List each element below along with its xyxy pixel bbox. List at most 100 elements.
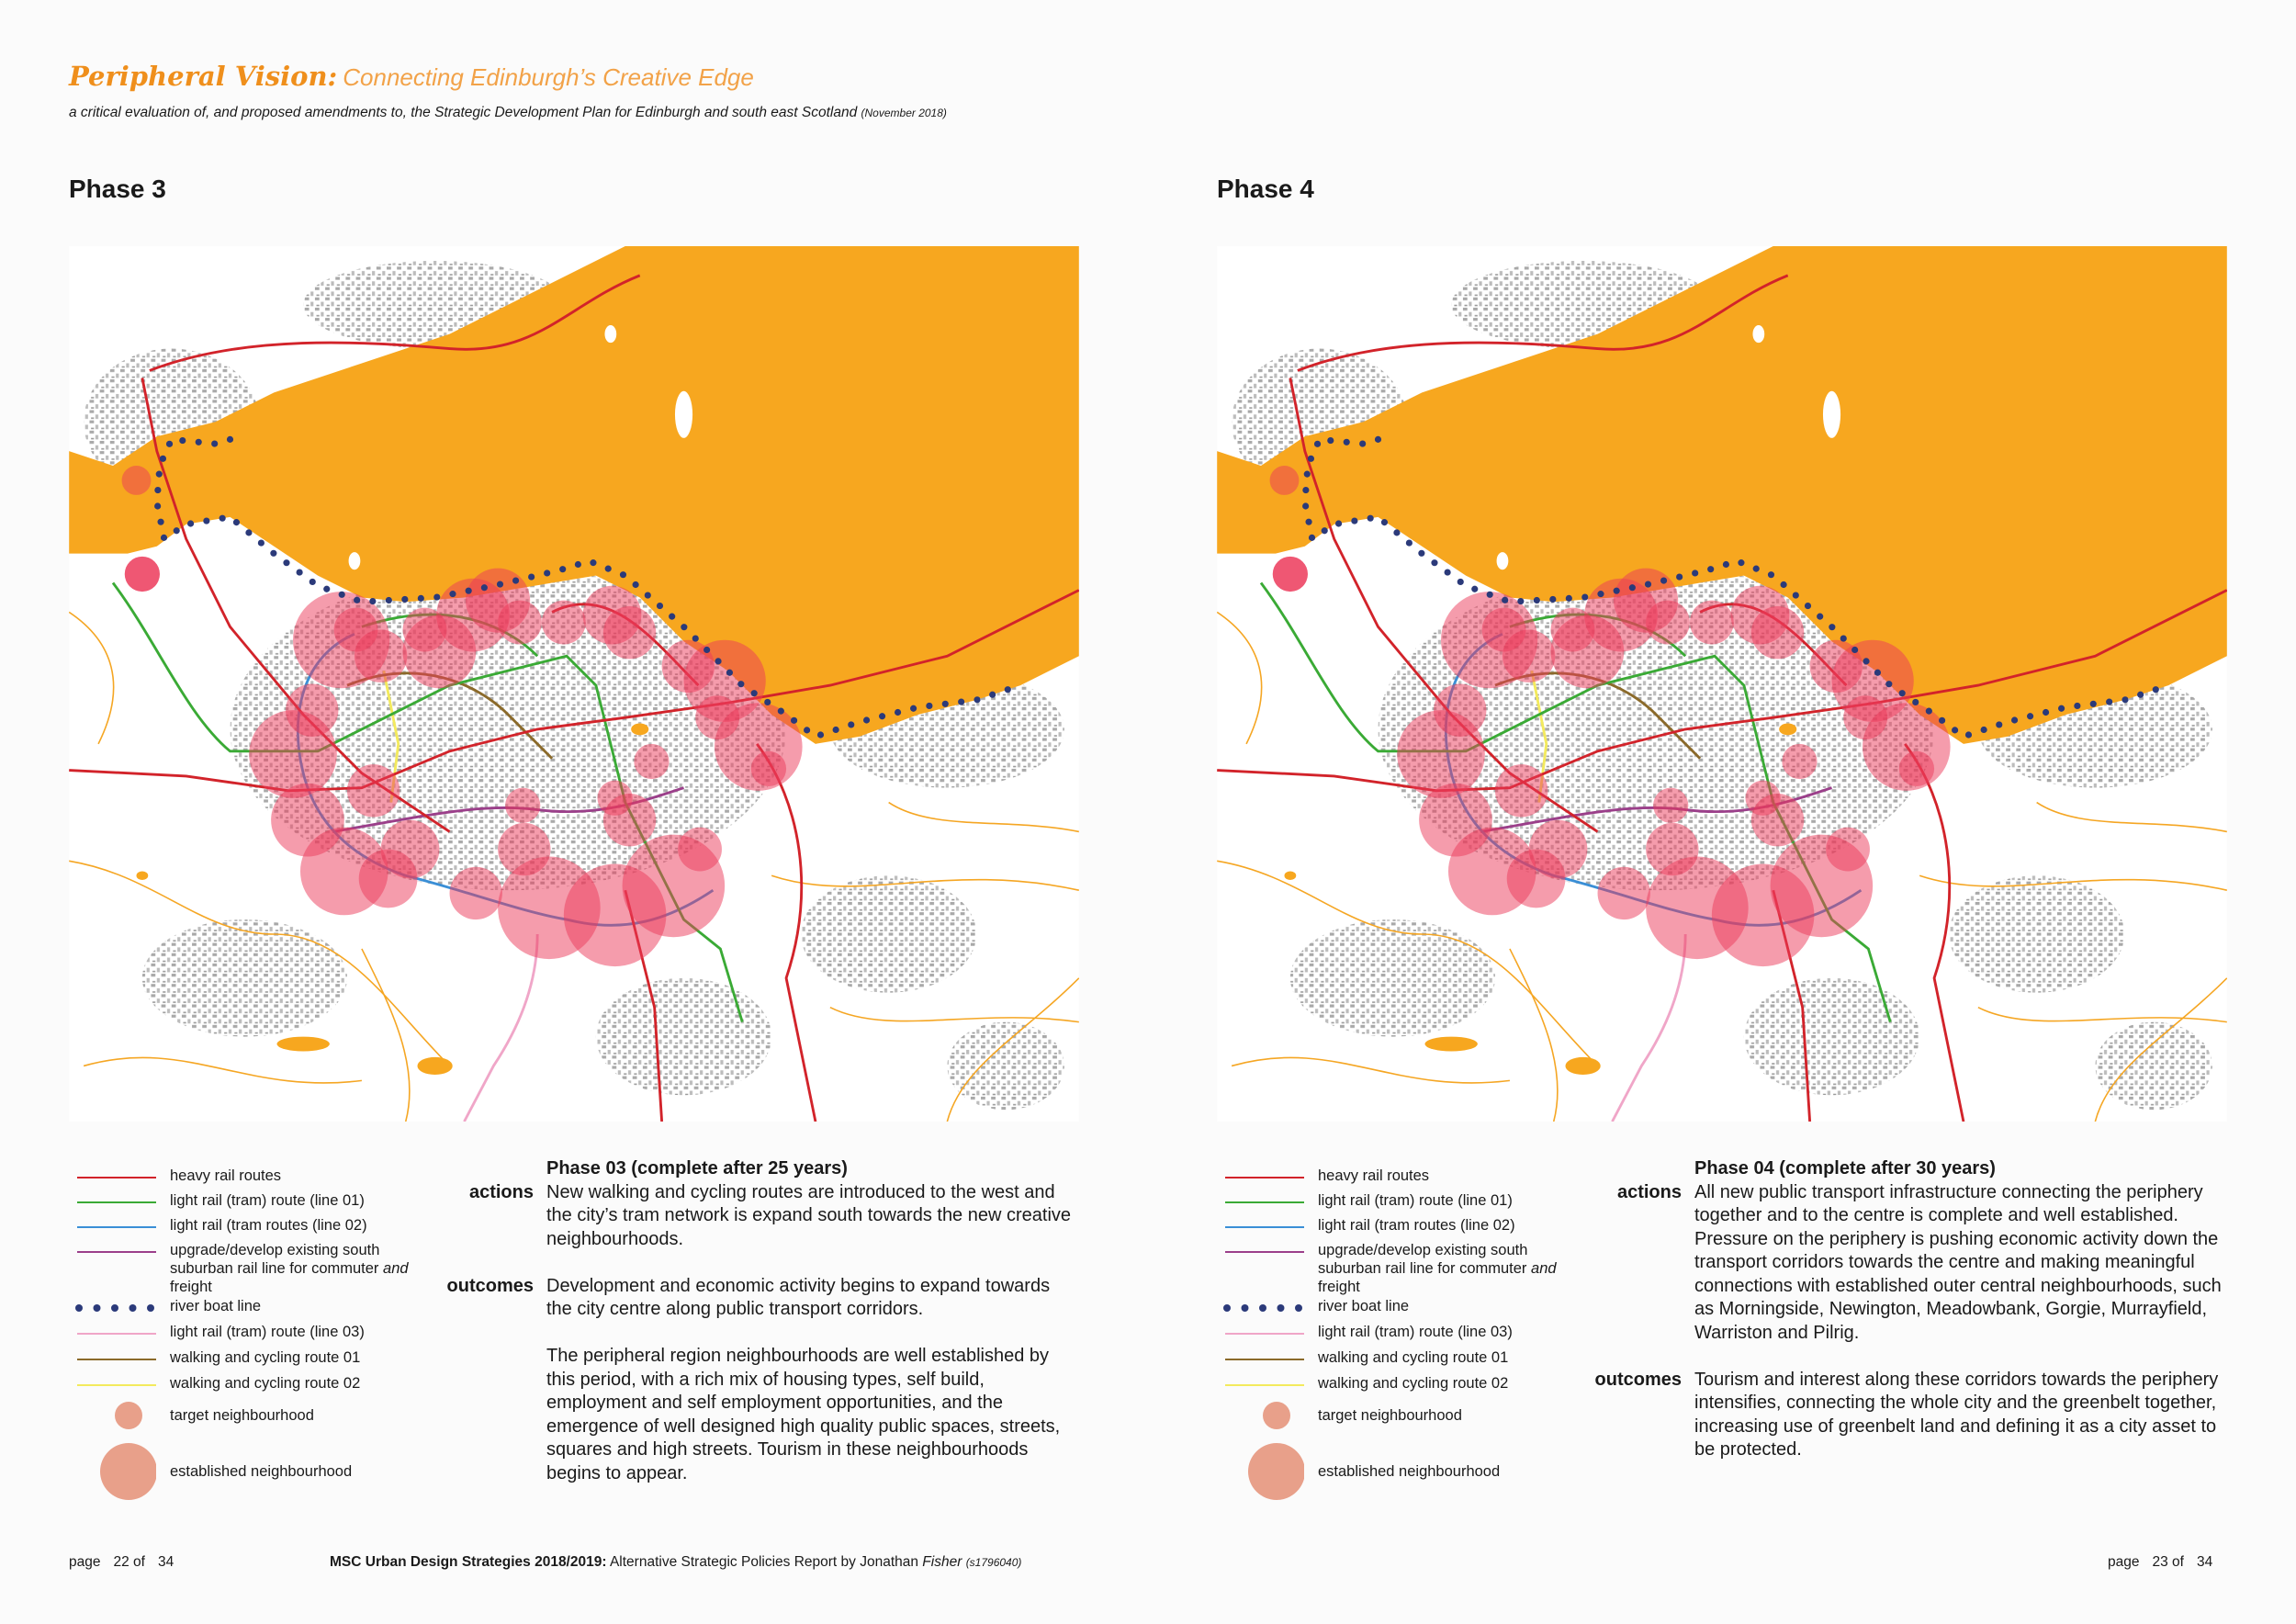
footer-center: MSC Urban Design Strategies 2018/2019: A… [330, 1554, 1021, 1571]
page-total: 34 [2196, 1554, 2213, 1570]
page-label: page [69, 1554, 101, 1570]
legend-circle [100, 1443, 156, 1500]
legend-label: established neighbourhood [1318, 1463, 1501, 1480]
legend-dot [1277, 1304, 1285, 1312]
legend-item: heavy rail routes [1318, 1167, 1557, 1185]
legend-label: light rail (tram) route (line 03) [1318, 1324, 1513, 1340]
map-content [1217, 246, 2227, 1122]
legend-dot [1241, 1304, 1249, 1312]
course: MSC Urban Design Strategies 2018/2019: [330, 1554, 607, 1570]
legend-item: target neighbourhood [170, 1406, 409, 1425]
title: Peripheral Vision: [69, 61, 338, 92]
page-number: 22 [113, 1554, 129, 1570]
footer-text: Alternative Strategic Policies Report by… [609, 1554, 918, 1570]
section: outcomes Development and economic activit… [447, 1275, 1079, 1486]
legend-label: light rail (tram) route (line 03) [170, 1324, 365, 1340]
legend-label: heavy rail routes [1318, 1167, 1430, 1184]
legend-label: upgrade/develop existing south suburban … [1318, 1242, 1528, 1277]
date: (November 2018) [861, 107, 947, 119]
section-label: actions [1616, 1181, 1682, 1202]
legend-item: established neighbourhood [1318, 1462, 1557, 1481]
legend-label: walking and cycling route 02 [170, 1375, 361, 1392]
legend-item: light rail (tram) route (line 03) [1318, 1323, 1557, 1341]
legend-label: upgrade/develop existing south suburban … [170, 1242, 380, 1277]
legend-symbol [1248, 1443, 1304, 1500]
legend-dot [147, 1304, 154, 1312]
legend-circle [1248, 1443, 1304, 1500]
legend-label: walking and cycling route 01 [170, 1349, 361, 1366]
description: a critical evaluation of, and proposed a… [69, 105, 858, 120]
legend-item: established neighbourhood [170, 1462, 409, 1481]
header-title: Peripheral Vision: Connecting Edinburgh’s… [69, 61, 754, 92]
legend-symbol [77, 1177, 156, 1179]
paragraph: New walking and cycling routes are intro… [546, 1181, 1072, 1249]
phase-title: Phase 4 [1217, 175, 1314, 203]
section: actions All new public transport infrastr… [1617, 1181, 2227, 1346]
phase-title: Phase 3 [69, 175, 166, 203]
header-description: a critical evaluation of, and proposed a… [69, 105, 947, 121]
student-id: (s1796040) [965, 1556, 1022, 1569]
legend-dot [93, 1304, 101, 1312]
subtitle: Connecting Edinburgh’s Creative Edge [343, 63, 754, 91]
paragraph: All new public transport infrastructure … [1694, 1181, 2222, 1343]
legend-label: walking and cycling route 02 [1318, 1375, 1509, 1392]
legend-symbol [1223, 1304, 1302, 1312]
legend-label: walking and cycling route 01 [1318, 1349, 1509, 1366]
legend-symbol [1225, 1201, 1304, 1203]
page-number: 23 [2152, 1554, 2168, 1570]
section-label: actions [468, 1181, 534, 1202]
legend-label: heavy rail routes [170, 1167, 282, 1184]
legend-item: light rail (tram) route (line 01) [1318, 1191, 1557, 1210]
legend-item: river boat line [1318, 1297, 1557, 1315]
legend-dot [1295, 1304, 1302, 1312]
paragraph: Development and economic activity begins… [546, 1275, 1051, 1320]
legend-item: target neighbourhood [1318, 1406, 1557, 1425]
legend-label: light rail (tram routes (line 02) [1318, 1217, 1515, 1234]
section-label: outcomes [1594, 1369, 1682, 1390]
legend-item: walking and cycling route 01 [1318, 1348, 1557, 1367]
legend-dot [1259, 1304, 1266, 1312]
legend-symbol [77, 1251, 156, 1253]
phase-text: Phase 04 (complete after 30 years) action… [1595, 1157, 2227, 1485]
legend-item: upgrade/develop existing south suburban … [170, 1241, 409, 1296]
legend-dot [1223, 1304, 1231, 1312]
legend-label-italic: and [383, 1260, 409, 1277]
paragraph: Tourism and interest along these corrido… [1694, 1369, 2219, 1460]
section-label: outcomes [446, 1275, 534, 1296]
legend-item: walking and cycling route 02 [1318, 1374, 1557, 1393]
phase-heading: Phase 04 (complete after 30 years) [1694, 1158, 1996, 1179]
map-content [69, 246, 1079, 1122]
page-of: of [2172, 1554, 2184, 1570]
legend-symbol [75, 1304, 154, 1312]
legend-label-end: freight [170, 1279, 212, 1295]
legend-symbol [100, 1443, 156, 1500]
legend-dot [75, 1304, 83, 1312]
legend-label: river boat line [1318, 1298, 1410, 1314]
legend-item: heavy rail routes [170, 1167, 409, 1185]
legend-item: walking and cycling route 01 [170, 1348, 409, 1367]
page-total: 34 [157, 1554, 174, 1570]
legend-label: light rail (tram) route (line 01) [170, 1192, 365, 1209]
legend-label: target neighbourhood [170, 1407, 314, 1424]
paragraph: The peripheral region neighbourhoods are… [546, 1346, 1061, 1483]
legend-label: light rail (tram routes (line 02) [170, 1217, 367, 1234]
page-of: of [133, 1554, 145, 1570]
legend-dot [129, 1304, 137, 1312]
page-footer: page 22 of 34 [69, 1554, 174, 1571]
section: outcomes Tourism and interest along these… [1595, 1369, 2227, 1462]
legend-symbol [1225, 1333, 1304, 1335]
legend-label: target neighbourhood [1318, 1407, 1462, 1424]
legend-label: light rail (tram) route (line 01) [1318, 1192, 1513, 1209]
legend-label-end: freight [1318, 1279, 1360, 1295]
legend-symbol [77, 1359, 156, 1360]
section: actions New walking and cycling routes ar… [469, 1181, 1079, 1252]
legend-symbol [77, 1384, 156, 1386]
legend-symbol [1225, 1177, 1304, 1179]
legend-item: light rail (tram routes (line 02) [170, 1216, 409, 1235]
legend-symbol [77, 1333, 156, 1335]
phase-heading: Phase 03 (complete after 25 years) [546, 1158, 848, 1179]
page-footer: page 23 of 34 [2108, 1554, 2212, 1571]
map [69, 246, 1079, 1122]
